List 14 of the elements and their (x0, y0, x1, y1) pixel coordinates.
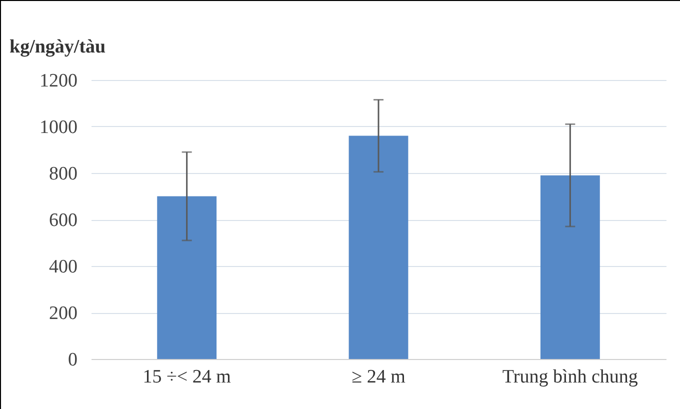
x-tick-label: Trung bình chung (502, 366, 638, 388)
bar (348, 136, 408, 359)
y-axis-title: kg/ngày/tàu (10, 36, 106, 58)
y-tick-label: 1200 (40, 70, 78, 92)
x-tick-label: ≥ 24 m (352, 366, 406, 388)
y-tick-label: 600 (49, 210, 78, 231)
y-tick-label: 400 (49, 256, 78, 278)
x-tick-label: 15 ÷< 24 m (142, 366, 232, 388)
y-tick-label: 800 (49, 164, 78, 184)
y-tick-label: 1000 (40, 117, 78, 138)
bar (157, 196, 217, 359)
y-tick-label: 0 (68, 350, 78, 370)
bar (540, 175, 600, 359)
y-tick-label: 200 (49, 303, 78, 324)
